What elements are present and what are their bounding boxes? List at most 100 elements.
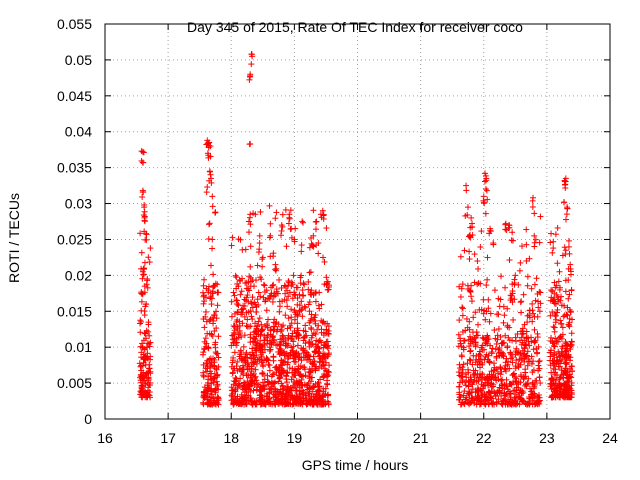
data-point [280, 385, 287, 392]
data-point [249, 398, 256, 405]
data-point [248, 355, 255, 362]
data-point [140, 212, 147, 219]
data-point [231, 349, 238, 356]
data-point [145, 319, 152, 326]
data-point [250, 352, 257, 359]
data-point [324, 392, 331, 399]
data-point [249, 304, 256, 311]
data-point [508, 295, 515, 302]
data-point [257, 208, 264, 215]
data-point [483, 187, 490, 194]
data-point [291, 316, 298, 323]
data-point [200, 293, 207, 300]
data-point [465, 336, 472, 343]
data-point [266, 362, 273, 369]
data-point [264, 356, 271, 363]
data-point [228, 342, 235, 349]
data-point [287, 324, 294, 331]
data-point [516, 356, 523, 363]
data-point [262, 298, 269, 305]
data-point [462, 382, 469, 389]
data-point [322, 342, 329, 349]
data-point [269, 298, 276, 305]
data-point [248, 313, 255, 320]
data-point [137, 329, 144, 336]
data-point [316, 384, 323, 391]
data-point [531, 243, 538, 250]
data-point [565, 295, 572, 302]
data-point [243, 322, 250, 329]
data-point [536, 365, 543, 372]
data-point [318, 317, 325, 324]
data-point [254, 296, 261, 303]
data-point [551, 328, 558, 335]
data-point [232, 272, 239, 279]
data-point [141, 289, 148, 296]
data-point [141, 259, 148, 266]
data-point [200, 351, 207, 358]
data-point [245, 218, 252, 225]
data-point [234, 358, 241, 365]
data-point [285, 293, 292, 300]
x-axis-label: GPS time / hours [302, 457, 409, 473]
data-point [289, 281, 296, 288]
data-point [141, 217, 148, 224]
data-point [298, 373, 305, 380]
data-point [316, 345, 323, 352]
data-point [200, 393, 207, 400]
x-tick-label: 16 [97, 430, 113, 446]
data-point [481, 178, 488, 185]
data-point [301, 333, 308, 340]
data-point [321, 341, 328, 348]
data-point [518, 243, 525, 250]
data-point [142, 335, 149, 342]
data-point [548, 230, 555, 237]
data-point [255, 289, 262, 296]
data-point [293, 377, 300, 384]
data-point [213, 308, 220, 315]
data-point [323, 225, 330, 232]
data-point [309, 242, 316, 249]
x-tick-label: 20 [350, 430, 366, 446]
data-point [477, 244, 484, 251]
data-point [496, 352, 503, 359]
data-point [530, 310, 537, 317]
data-point [466, 318, 473, 325]
data-point [274, 326, 281, 333]
data-point [261, 382, 268, 389]
data-point [484, 276, 491, 283]
data-point [524, 282, 531, 289]
data-point [201, 276, 208, 283]
data-point [481, 346, 488, 353]
data-point [209, 203, 216, 210]
data-point [267, 331, 274, 338]
data-point [315, 240, 322, 247]
data-point [142, 330, 149, 337]
data-point [316, 401, 323, 408]
data-point [231, 339, 238, 346]
data-point [502, 284, 509, 291]
data-point [211, 341, 218, 348]
data-point [252, 366, 259, 373]
data-point [302, 328, 309, 335]
data-point [510, 316, 517, 323]
data-point [288, 314, 295, 321]
data-point [277, 396, 284, 403]
y-tick-label: 0.03 [65, 196, 92, 212]
data-point [140, 149, 147, 156]
data-point [306, 319, 313, 326]
data-point [270, 354, 277, 361]
data-point [324, 286, 331, 293]
data-point [321, 372, 328, 379]
data-point [205, 152, 212, 159]
data-point [280, 322, 287, 329]
data-point [498, 400, 505, 407]
data-point [456, 383, 463, 390]
data-point [253, 377, 260, 384]
data-point [322, 401, 329, 408]
data-point [518, 334, 525, 341]
data-point [509, 290, 516, 297]
data-point [491, 327, 498, 334]
data-point [247, 221, 254, 228]
data-point [310, 207, 317, 214]
